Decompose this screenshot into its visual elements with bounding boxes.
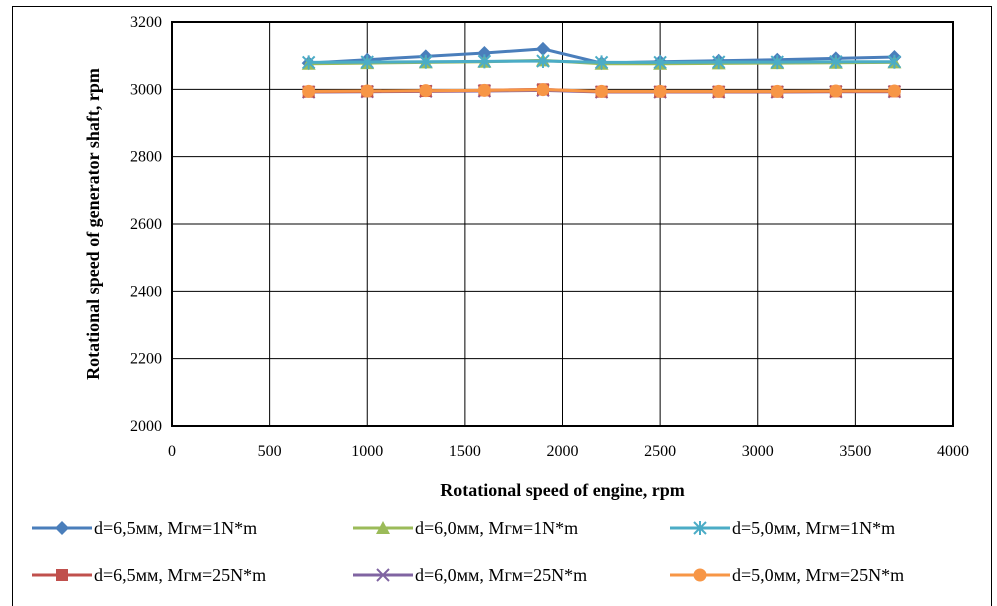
- data-point: [477, 45, 492, 60]
- y-tick-label: 2400: [130, 283, 162, 300]
- legend-label: d=6,0мм, Мгм=25N*m: [415, 565, 587, 585]
- data-point: [419, 54, 433, 69]
- data-point: [535, 41, 550, 56]
- legend-label: d=6,5мм, Мгм=25N*m: [94, 565, 266, 585]
- y-tick-label: 2200: [130, 351, 162, 368]
- data-point: [887, 84, 901, 98]
- x-tick-label: 3500: [839, 443, 871, 460]
- x-tick-labels: 0 500 1000 1500 2000 2500 3000 3500 4000: [168, 443, 969, 460]
- legend-label: d=5,0мм, Мгм=1N*m: [732, 518, 895, 538]
- legend-marker: [693, 521, 707, 535]
- legend-marker: [55, 521, 69, 535]
- plot-area: [171, 21, 954, 427]
- x-tick-label: 3000: [742, 443, 774, 460]
- data-point: [536, 83, 550, 97]
- data-point: [360, 84, 374, 98]
- y-tick-label: 2600: [130, 216, 162, 233]
- data-point: [653, 55, 667, 70]
- y-tick-label: 2000: [130, 418, 162, 435]
- data-point: [301, 55, 316, 70]
- legend-label: d=6,0мм, Мгм=1N*m: [415, 518, 578, 538]
- y-tick-label: 3200: [130, 14, 162, 31]
- series-5: [302, 83, 901, 98]
- y-tick-labels: 2000 2200 2400 2600 2800 3000 3200: [130, 14, 162, 435]
- legend-marker: [693, 568, 707, 582]
- chart-frame: [12, 6, 992, 606]
- gridlines: [171, 21, 954, 427]
- legend-label: d=5,0мм, Мгм=25N*m: [732, 565, 904, 585]
- x-tick-label: 1500: [449, 443, 481, 460]
- data-point: [360, 55, 374, 70]
- data-point: [829, 84, 843, 98]
- x-tick-label: 1000: [351, 443, 383, 460]
- legend-entry: d=6,0мм, Мгм=25N*m: [353, 565, 587, 585]
- series-layer: [301, 41, 902, 99]
- data-point: [477, 54, 492, 69]
- y-tick-label: 2800: [130, 149, 162, 166]
- x-tick-label: 4000: [937, 443, 969, 460]
- legend-marker: [56, 569, 68, 581]
- legend-entry: d=5,0мм, Мгм=25N*m: [670, 565, 904, 585]
- legend-entry: d=6,5мм, Мгм=1N*m: [32, 518, 257, 538]
- x-tick-label: 2500: [644, 443, 676, 460]
- x-axis-title: Rotational speed of engine, rpm: [440, 480, 685, 500]
- data-point: [712, 84, 726, 98]
- data-point: [653, 84, 667, 98]
- data-point: [477, 83, 491, 97]
- y-axis-title: Rotational speed of generator shaft, rpm: [83, 68, 103, 380]
- data-point: [711, 55, 726, 70]
- legend-marker: [376, 568, 390, 582]
- data-point: [302, 84, 316, 98]
- legend-entry: d=5,0мм, Мгм=1N*m: [670, 518, 895, 538]
- x-tick-label: 2000: [547, 443, 579, 460]
- data-point: [887, 54, 902, 69]
- legend-label: d=6,5мм, Мгм=1N*m: [94, 518, 257, 538]
- legend-entry: d=6,5мм, Мгм=25N*m: [32, 565, 266, 585]
- x-tick-label: 0: [168, 443, 176, 460]
- data-point: [770, 84, 784, 98]
- data-point: [536, 54, 550, 69]
- x-tick-label: 500: [258, 443, 282, 460]
- data-point: [419, 84, 433, 98]
- legend-entry: d=6,0мм, Мгм=1N*m: [353, 518, 578, 538]
- series-2: [301, 54, 902, 70]
- data-point: [829, 54, 843, 69]
- legend-marker: [376, 521, 390, 534]
- data-point: [594, 55, 609, 70]
- legend: d=6,5мм, Мгм=1N*m d=6,0мм, Мгм=1N*m d=5,0м…: [32, 518, 904, 585]
- data-point: [770, 55, 784, 70]
- data-point: [595, 84, 609, 98]
- y-tick-label: 3000: [130, 81, 162, 98]
